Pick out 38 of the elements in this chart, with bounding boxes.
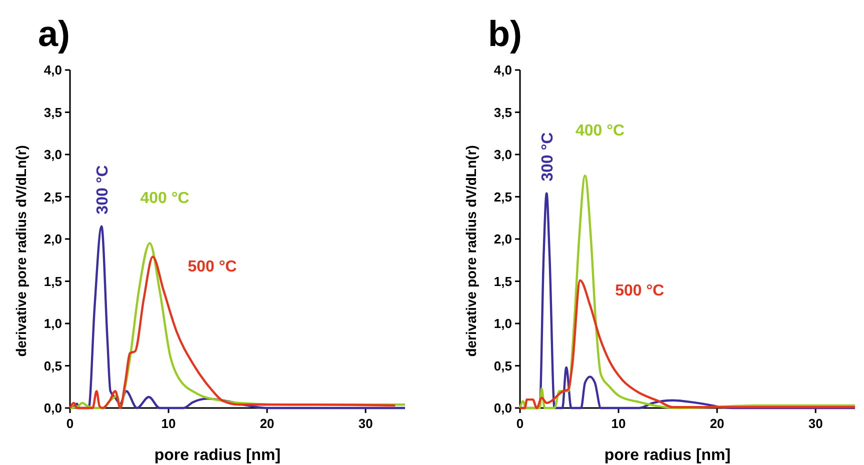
y-tick-label: 1,0 bbox=[494, 316, 512, 331]
y-tick-label: 0,5 bbox=[44, 358, 62, 374]
y-axis-title: derivative pore radius dV/dLn(r) bbox=[463, 145, 479, 357]
text: 400 °C bbox=[140, 190, 190, 208]
y-tick-label: 3,5 bbox=[44, 104, 62, 120]
y-tick-label: 4,0 bbox=[494, 62, 512, 78]
y-tick-label: 0,0 bbox=[44, 400, 62, 416]
y-tick-label: 1,5 bbox=[44, 274, 62, 289]
series-label: 500 °C bbox=[615, 282, 665, 300]
y-tick-label: 2,0 bbox=[494, 232, 512, 246]
x-tick-label: 30 bbox=[808, 416, 823, 431]
text: 400 °C bbox=[575, 122, 626, 140]
x-axis-title: pore radius [nm] bbox=[604, 447, 731, 464]
x-tick-label: 10 bbox=[611, 416, 626, 431]
x-tick-label: 10 bbox=[161, 416, 176, 431]
chart-title: a) bbox=[38, 13, 70, 54]
x-tick-label: 0 bbox=[516, 416, 524, 431]
text: 300 °C bbox=[540, 132, 557, 182]
y-tick-label: 3,0 bbox=[494, 147, 512, 162]
y-tick-label: 1,5 bbox=[494, 274, 512, 289]
x-tick-label: 20 bbox=[710, 416, 724, 431]
y-axis-title: derivative pore radius dV/dLn(r) bbox=[13, 145, 29, 357]
y-tick-label: 2,5 bbox=[494, 189, 512, 204]
y-tick-label: 0,0 bbox=[494, 400, 512, 416]
x-tick-label: 0 bbox=[66, 416, 74, 431]
y-tick-label: 1,0 bbox=[44, 316, 62, 331]
text: 300 °C bbox=[94, 164, 112, 214]
x-tick-label: 20 bbox=[260, 416, 274, 431]
chart-title: b) bbox=[488, 13, 522, 54]
y-tick-label: 3,5 bbox=[494, 104, 512, 120]
y-tick-label: 2,0 bbox=[44, 232, 62, 246]
y-tick-label: 4,0 bbox=[44, 62, 62, 78]
y-tick-label: 2,5 bbox=[44, 189, 62, 204]
series-label: 500 °C bbox=[188, 258, 238, 276]
y-tick-label: 3,0 bbox=[44, 147, 62, 162]
x-axis-title: pore radius [nm] bbox=[154, 447, 281, 464]
x-tick-label: 30 bbox=[358, 416, 373, 431]
y-tick-label: 0,5 bbox=[494, 358, 512, 374]
